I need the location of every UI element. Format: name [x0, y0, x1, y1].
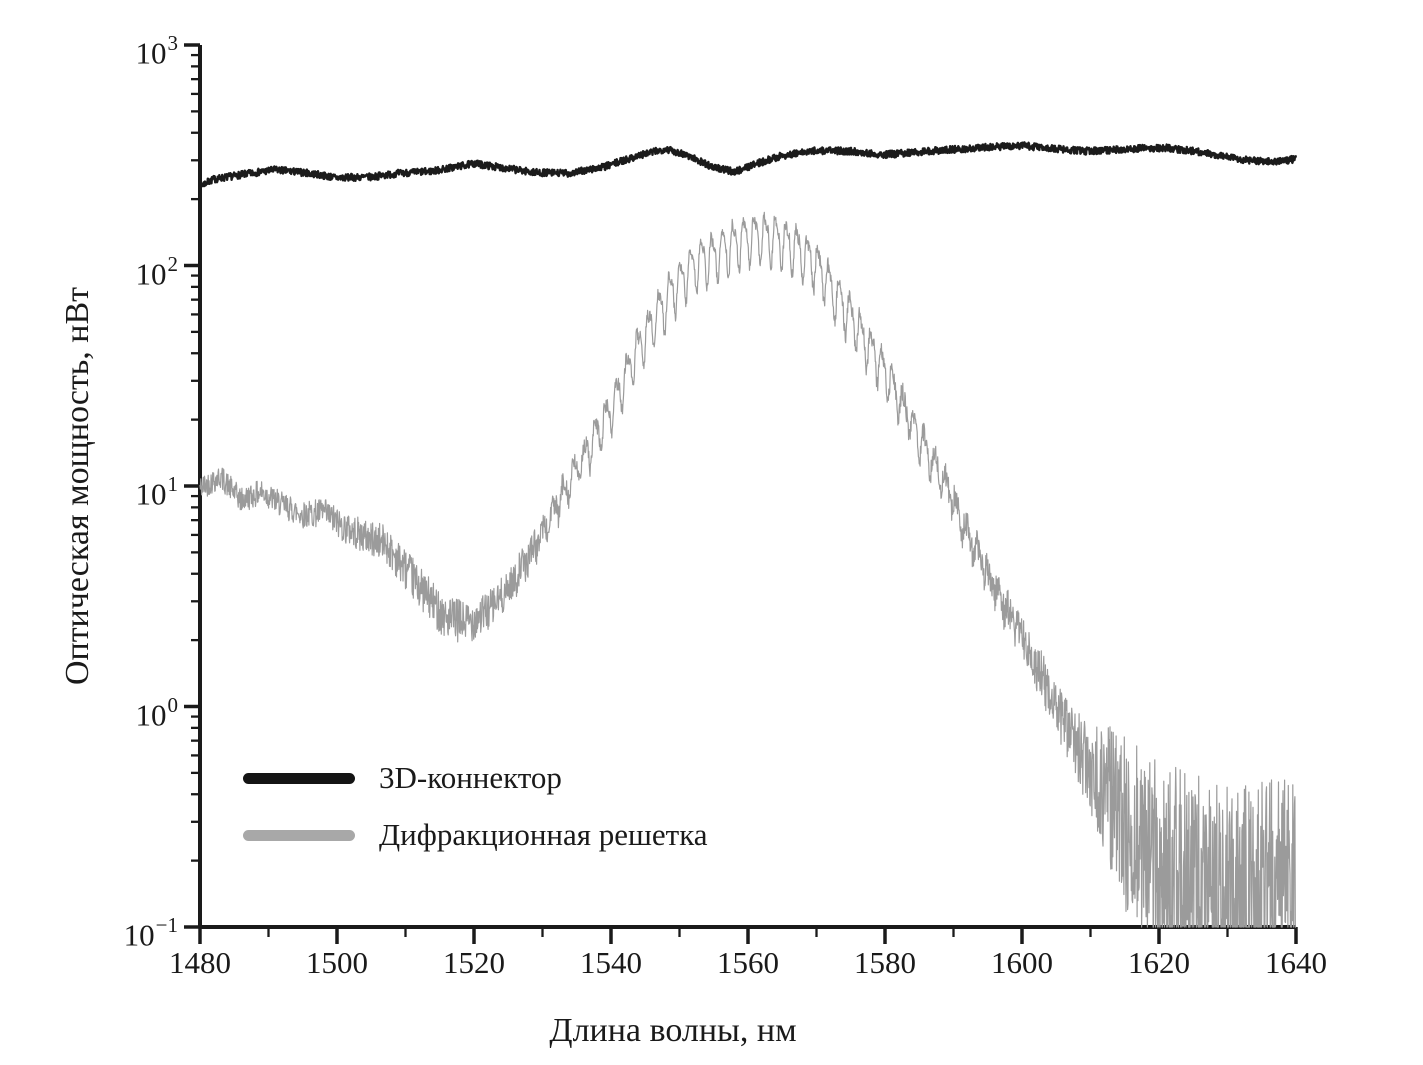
legend-swatch-black-line [243, 772, 355, 784]
y-tick-label: 102 [135, 251, 179, 291]
x-tick-label: 1580 [854, 945, 916, 980]
legend-item-diffraction-grating: Дифракционная решетка [243, 815, 708, 855]
y-tick-label: 10−1 [123, 913, 178, 953]
series-curve-3d-connector [198, 141, 1297, 191]
series-curve-diffraction-grating [199, 211, 1297, 928]
x-tick-label: 1500 [306, 945, 368, 980]
y-tick-label: 103 [135, 31, 179, 71]
x-tick-label: 1640 [1265, 945, 1327, 980]
x-tick-label: 1480 [169, 945, 231, 980]
x-tick-label: 1620 [1128, 945, 1190, 980]
x-tick-label: 1520 [443, 945, 505, 980]
series-layer [198, 141, 1297, 928]
legend-label-3d-connector: 3D-коннектор [379, 760, 562, 795]
y-tick-label: 101 [135, 472, 179, 512]
x-tick-label: 1560 [717, 945, 779, 980]
legend-label-diffraction-grating: Дифракционная решетка [379, 817, 708, 852]
x-tick-label: 1540 [580, 945, 642, 980]
y-tick-label: 100 [135, 692, 179, 732]
y-axis-title: Оптическая мощность, нВт [59, 286, 96, 686]
x-tick-label: 1600 [991, 945, 1053, 980]
legend-item-3d-connector: 3D-коннектор [243, 758, 708, 798]
x-axis-title: Длина волны, нм [549, 1012, 797, 1049]
legend-swatch-gray-line [243, 829, 355, 841]
legend: 3D-коннектор Дифракционная решетка [243, 758, 708, 872]
